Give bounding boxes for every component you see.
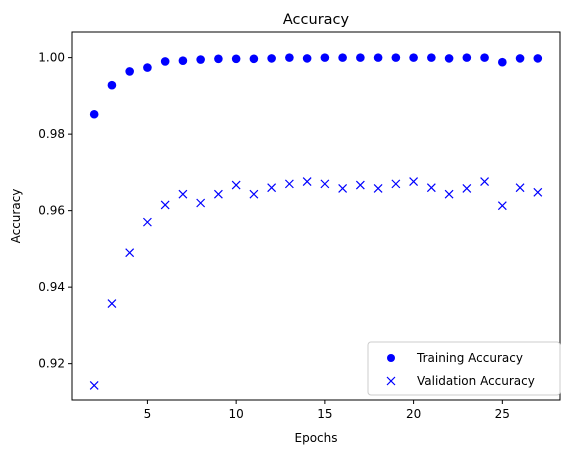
training-accuracy-point xyxy=(143,63,152,72)
validation-accuracy-point xyxy=(125,248,135,258)
validation-accuracy-point xyxy=(409,177,419,186)
training-accuracy-point xyxy=(391,53,401,62)
training-accuracy-point xyxy=(89,109,99,119)
legend-marker-training xyxy=(387,354,395,362)
legend-label-training: Training Accuracy xyxy=(416,351,523,365)
y-tick-label: 0.94 xyxy=(38,280,65,294)
training-accuracy-point xyxy=(480,53,489,62)
x-tick-label: 10 xyxy=(229,407,244,421)
validation-accuracy-point xyxy=(213,189,223,199)
validation-accuracy-point xyxy=(302,177,312,186)
training-accuracy-point xyxy=(409,53,418,62)
training-accuracy-point xyxy=(320,53,330,62)
training-accuracy-point xyxy=(338,53,347,62)
validation-accuracy-point xyxy=(178,189,188,199)
validation-accuracy-point xyxy=(480,177,490,186)
training-accuracy-point xyxy=(427,53,436,62)
x-tick-label: 25 xyxy=(495,407,510,421)
validation-accuracy-point xyxy=(284,179,294,189)
legend-marker-validation xyxy=(386,376,396,386)
y-tick-label: 0.92 xyxy=(38,357,65,371)
validation-accuracy-point xyxy=(373,184,383,193)
legend-label-validation: Validation Accuracy xyxy=(417,374,535,388)
validation-accuracy-point xyxy=(497,201,507,211)
validation-accuracy-point xyxy=(231,180,241,190)
chart-title: Accuracy xyxy=(283,12,350,28)
training-accuracy-point xyxy=(498,57,507,67)
training-accuracy-point xyxy=(178,56,188,65)
training-accuracy-point xyxy=(196,55,205,64)
x-axis-label: Epochs xyxy=(295,431,338,445)
validation-accuracy-point xyxy=(267,183,277,193)
training-accuracy-point xyxy=(444,54,454,63)
legend: Training Accuracy Validation Accuracy xyxy=(367,341,561,396)
training-accuracy-point xyxy=(356,53,365,62)
validation-accuracy-point xyxy=(462,184,472,193)
validation-accuracy-point xyxy=(355,180,365,190)
training-accuracy-point xyxy=(515,54,525,63)
training-accuracy-point xyxy=(267,54,276,63)
training-accuracy-point xyxy=(462,53,472,62)
validation-accuracy-point xyxy=(426,183,436,193)
training-accuracy-point xyxy=(231,54,241,64)
x-tick-label: 15 xyxy=(317,407,332,421)
validation-accuracy-point xyxy=(107,299,117,309)
validation-accuracy-point xyxy=(391,179,401,189)
training-accuracy-point xyxy=(107,80,117,90)
y-axis-label: Accuracy xyxy=(9,189,23,244)
training-accuracy-point xyxy=(285,53,294,62)
validation-accuracy-point xyxy=(196,198,206,208)
plot-area-frame xyxy=(71,31,561,401)
validation-accuracy-point xyxy=(444,189,454,199)
validation-accuracy-point xyxy=(320,179,330,189)
validation-accuracy-point xyxy=(533,187,543,197)
training-accuracy-point xyxy=(214,54,223,64)
validation-accuracy-point xyxy=(338,184,348,193)
training-accuracy-point xyxy=(533,54,543,63)
data-points xyxy=(89,53,543,390)
y-tick-label: 0.96 xyxy=(38,204,65,218)
training-accuracy-point xyxy=(125,67,134,76)
x-tick-label: 5 xyxy=(144,407,152,421)
validation-accuracy-point xyxy=(515,183,525,193)
validation-accuracy-point xyxy=(249,189,259,199)
legend-box xyxy=(367,341,561,396)
training-accuracy-point xyxy=(302,54,312,63)
y-tick-label: 1.00 xyxy=(38,51,65,65)
training-accuracy-point xyxy=(249,54,259,64)
validation-accuracy-point xyxy=(160,200,170,210)
axis-ticks: 5 10 15 20 25 0.92 0.94 0.96 0.98 1.00 xyxy=(38,51,510,421)
validation-accuracy-point xyxy=(142,217,152,227)
training-accuracy-point xyxy=(373,53,383,62)
x-tick-label: 20 xyxy=(406,407,421,421)
training-accuracy-point xyxy=(160,57,170,66)
validation-accuracy-point xyxy=(89,381,99,390)
y-tick-label: 0.98 xyxy=(38,127,65,141)
